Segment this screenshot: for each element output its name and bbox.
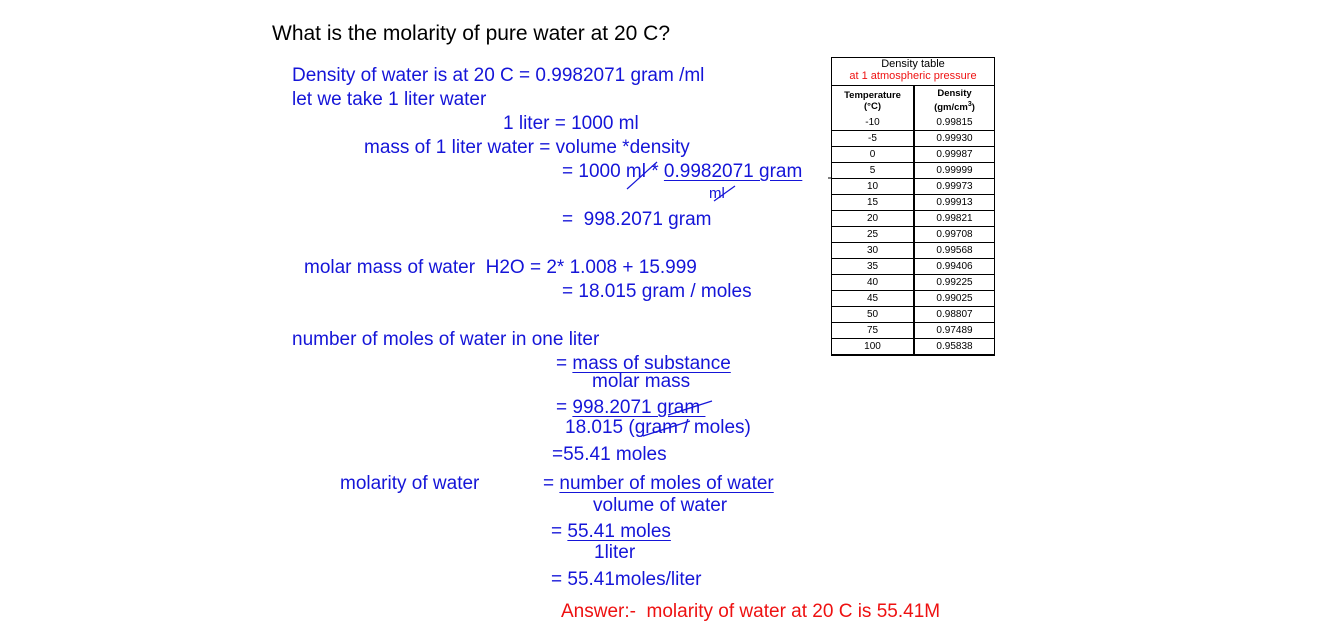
- denominator: molar mass: [592, 371, 691, 392]
- line: =55.41 moles: [552, 444, 667, 465]
- denominator: 18.015 (gram / moles): [565, 417, 751, 438]
- density-cell: 0.99973: [914, 178, 994, 195]
- density-cell: 0.99225: [914, 274, 994, 291]
- line: = mass of substance: [556, 353, 731, 375]
- table-header: Density table at 1 atmospheric pressure: [832, 58, 994, 86]
- text: =: [551, 521, 568, 542]
- temperature-cell: 30: [832, 242, 915, 259]
- text: =: [543, 473, 560, 494]
- density-cell: 0.99930: [914, 130, 994, 147]
- line: molarity of water: [340, 473, 480, 494]
- text: = 1000 ml *: [562, 161, 664, 182]
- text: Density: [937, 87, 972, 99]
- text: 3: [967, 100, 972, 108]
- line: = 998.2071 gram: [556, 397, 705, 419]
- text: (gm/cm: [934, 102, 968, 114]
- density-cell: 0.98807: [914, 306, 994, 323]
- density-cell: 0.99815: [914, 115, 994, 131]
- column-header: Temperature (°C): [832, 86, 915, 115]
- density-table: Density table at 1 atmospheric pressure …: [831, 57, 995, 356]
- temperature-cell: 75: [832, 322, 915, 339]
- table-row: 45 0.99025: [832, 290, 994, 307]
- column-header: Density (gm/cm3): [914, 86, 994, 115]
- temperature-cell: 50: [832, 306, 915, 323]
- line: mass of 1 liter water = volume *density: [364, 137, 690, 158]
- temperature-cell: 40: [832, 274, 915, 291]
- temperature-cell: 25: [832, 226, 915, 243]
- table-body: -10 0.99815 -5 0.99930 0 0.99987 5 0.99999 10 0.9…: [832, 115, 994, 355]
- numerator: 998.2071 gram: [572, 397, 706, 418]
- temperature-cell: 20: [832, 210, 915, 227]
- table-row: 5 0.99999: [832, 162, 994, 179]
- table-subtitle: at 1 atmospheric pressure: [849, 70, 977, 82]
- table-row: 35 0.99406: [832, 258, 994, 275]
- text: ): [971, 102, 975, 114]
- temperature-cell: 100: [832, 338, 915, 355]
- temperature-cell: 35: [832, 258, 915, 275]
- numerator: number of moles of water: [559, 473, 774, 494]
- table-title: Density table: [881, 58, 945, 70]
- title: What is the molarity of pure water at 20…: [272, 22, 671, 45]
- text: Temperature: [844, 89, 901, 101]
- line: = 998.2071 gram: [562, 209, 712, 230]
- table-row: 25 0.99708: [832, 226, 994, 243]
- density-cell: 0.99025: [914, 290, 994, 307]
- numerator: 55.41 moles: [567, 521, 671, 542]
- density-cell: 0.99821: [914, 210, 994, 227]
- temperature-cell: -5: [832, 130, 915, 147]
- temperature-cell: 15: [832, 194, 915, 211]
- density-cell: 0.99568: [914, 242, 994, 259]
- numerator: 0.9982071 gram: [663, 161, 803, 182]
- table-row: -10 0.99815: [832, 115, 994, 131]
- table: Temperature (°C) Density (gm/cm3) -10 0.998…: [832, 86, 994, 355]
- denominator: volume of water: [593, 495, 728, 516]
- temperature-cell: 45: [832, 290, 915, 307]
- density-cell: 0.99987: [914, 146, 994, 163]
- line: Density of water is at 20 C = 0.9982071 …: [292, 65, 705, 86]
- text: (°C): [864, 100, 881, 112]
- density-cell: 0.99406: [914, 258, 994, 275]
- table-row: 75 0.97489: [832, 322, 994, 339]
- density-cell: 0.99913: [914, 194, 994, 211]
- line: let we take 1 liter water: [292, 89, 487, 110]
- denominator: ml: [709, 185, 725, 202]
- table-row: 30 0.99568: [832, 242, 994, 259]
- text: =: [556, 397, 573, 418]
- temperature-cell: 10: [832, 178, 915, 195]
- table-row: -5 0.99930: [832, 130, 994, 147]
- line: = 55.41moles/liter: [551, 569, 702, 590]
- line: 1 liter = 1000 ml: [503, 113, 639, 134]
- table-row: 15 0.99913: [832, 194, 994, 211]
- numerator: mass of substance: [572, 353, 731, 374]
- line: = 18.015 gram / moles: [562, 281, 752, 302]
- table-row: 100 0.95838: [832, 338, 994, 355]
- temperature-cell: -10: [832, 115, 915, 131]
- table-row: 10 0.99973: [832, 178, 994, 195]
- denominator: 1liter: [594, 542, 636, 563]
- temperature-cell: 0: [832, 146, 915, 163]
- table-row: 50 0.98807: [832, 306, 994, 323]
- density-cell: 0.97489: [914, 322, 994, 339]
- line: number of moles of water in one liter: [292, 329, 600, 350]
- answer: Answer:- molarity of water at 20 C is 55…: [561, 601, 941, 622]
- line: = number of moles of water: [543, 473, 774, 495]
- density-cell: 0.99999: [914, 162, 994, 179]
- density-cell: 0.99708: [914, 226, 994, 243]
- table-row: 0 0.99987: [832, 146, 994, 163]
- line: = 1000 ml * 0.9982071 gram: [562, 161, 802, 183]
- temperature-cell: 5: [832, 162, 915, 179]
- line: molar mass of water H2O = 2* 1.008 + 15.…: [304, 257, 697, 278]
- table-row: 40 0.99225: [832, 274, 994, 291]
- table-row: 20 0.99821: [832, 210, 994, 227]
- density-cell: 0.95838: [914, 338, 994, 355]
- text: =: [556, 353, 573, 374]
- line: = 55.41 moles: [551, 521, 671, 543]
